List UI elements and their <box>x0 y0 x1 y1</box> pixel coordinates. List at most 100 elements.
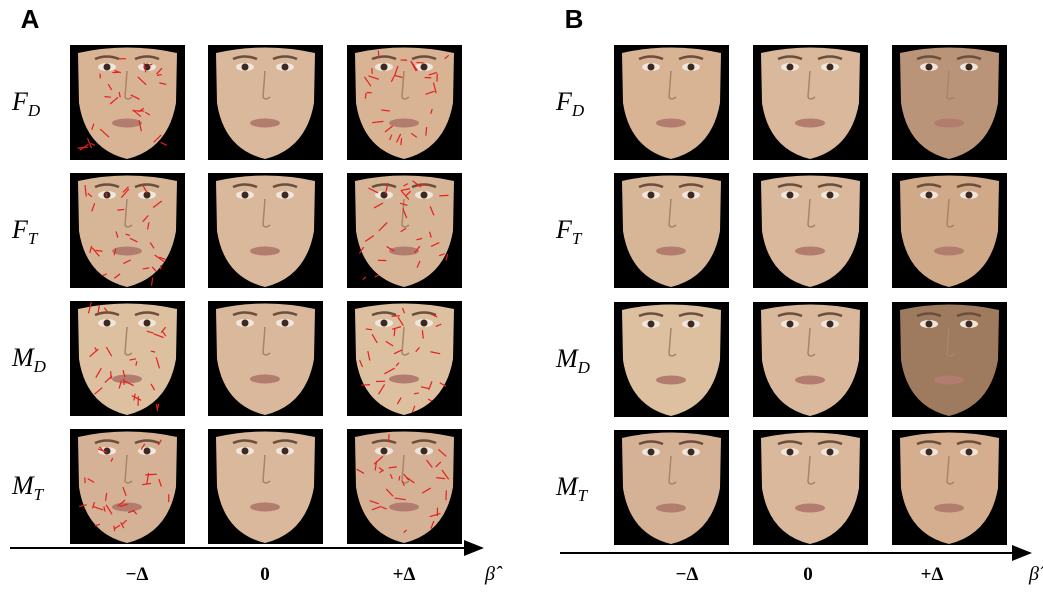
row-label-sub: D <box>27 101 41 120</box>
iris <box>381 320 388 327</box>
iris <box>827 64 834 71</box>
mouth <box>112 119 142 128</box>
displacement-arrow <box>145 474 156 475</box>
mouth <box>656 504 686 513</box>
row-label-main: M <box>555 344 579 373</box>
row-label: MD <box>555 344 591 377</box>
face-image <box>614 173 729 288</box>
mouth <box>934 119 964 128</box>
iris <box>926 64 933 71</box>
iris <box>144 320 151 327</box>
face-image <box>614 430 729 545</box>
mouth <box>656 247 686 256</box>
displacement-arrow <box>366 329 372 330</box>
iris <box>926 192 933 199</box>
iris <box>104 64 111 71</box>
iris <box>242 192 249 199</box>
panel-label: A <box>21 4 40 34</box>
row-label-main: F <box>11 215 29 244</box>
iris <box>144 448 151 455</box>
mouth <box>934 376 964 385</box>
iris <box>242 64 249 71</box>
row-label: FT <box>555 215 583 248</box>
mouth <box>656 376 686 385</box>
displacement-arrow <box>77 147 87 148</box>
iris <box>966 449 973 456</box>
row-label-main: M <box>11 343 35 372</box>
face-image <box>208 429 323 544</box>
face-image <box>70 45 185 160</box>
row-label-sub: D <box>577 358 591 377</box>
column-label: +Δ <box>393 564 416 585</box>
row-label: FD <box>11 87 41 120</box>
iris <box>688 192 695 199</box>
displacement-arrow <box>361 385 370 386</box>
iris <box>926 321 933 328</box>
iris <box>421 64 428 71</box>
mouth <box>934 504 964 513</box>
displacement-arrow <box>114 526 115 531</box>
face-image <box>347 301 462 416</box>
face-image <box>70 301 185 416</box>
iris <box>827 449 834 456</box>
row-label: MT <box>555 472 589 505</box>
iris <box>787 321 794 328</box>
row-label: MD <box>11 343 47 376</box>
row-label: MT <box>11 471 45 504</box>
displacement-arrow <box>117 209 124 210</box>
mouth <box>389 119 419 128</box>
iris <box>966 321 973 328</box>
mouth <box>250 119 280 128</box>
row-label-sub: D <box>571 101 585 120</box>
row-label-sub: T <box>34 485 45 504</box>
displacement-arrow <box>439 195 448 196</box>
mouth <box>250 247 280 256</box>
row-label-main: M <box>11 471 35 500</box>
face-image <box>892 302 1007 417</box>
face-image <box>208 45 323 160</box>
face-image <box>892 173 1007 288</box>
face-image <box>753 173 868 288</box>
face-image <box>347 429 462 544</box>
iris <box>966 64 973 71</box>
iris <box>381 64 388 71</box>
iris <box>282 320 289 327</box>
iris <box>688 449 695 456</box>
displacement-arrow <box>414 393 419 394</box>
iris <box>787 449 794 456</box>
iris <box>966 192 973 199</box>
iris <box>421 192 428 199</box>
iris <box>648 449 655 456</box>
column-label: −Δ <box>126 564 149 585</box>
panel-label: B <box>565 4 584 34</box>
iris <box>926 449 933 456</box>
iris <box>827 192 834 199</box>
row-label-sub: T <box>572 229 583 248</box>
iris <box>688 321 695 328</box>
row-label-main: F <box>555 215 573 244</box>
displacement-arrow <box>372 68 373 74</box>
iris <box>282 64 289 71</box>
face-image <box>70 173 185 288</box>
column-label: −Δ <box>676 564 699 585</box>
axis-label: β̂ <box>1028 563 1043 585</box>
iris <box>421 320 428 327</box>
iris <box>648 192 655 199</box>
column-label: 0 <box>803 564 813 585</box>
iris <box>242 448 249 455</box>
mouth <box>112 247 142 256</box>
mouth <box>656 119 686 128</box>
row-label: FT <box>11 215 39 248</box>
displacement-arrow <box>105 97 111 98</box>
row-label-sub: T <box>578 486 589 505</box>
face-image <box>892 45 1007 160</box>
iris <box>787 64 794 71</box>
column-label: +Δ <box>921 564 944 585</box>
face-image <box>347 173 462 288</box>
row-label: FD <box>555 87 585 120</box>
mouth <box>795 504 825 513</box>
face-image <box>614 302 729 417</box>
row-label-main: M <box>555 472 579 501</box>
iris <box>104 320 111 327</box>
axis-label: β̂ <box>484 563 503 585</box>
